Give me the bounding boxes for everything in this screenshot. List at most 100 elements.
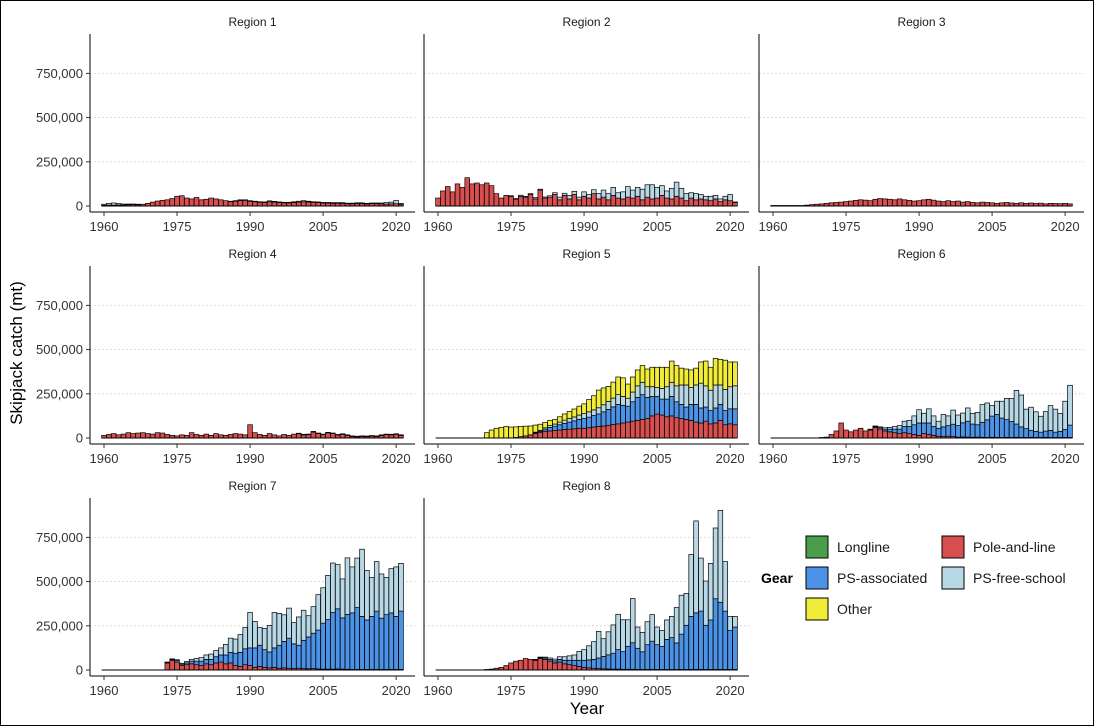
- x-tick-label: 1990: [570, 219, 599, 234]
- bar-other-2009: [673, 365, 680, 387]
- bar-ps-free-school-1998: [620, 619, 626, 652]
- bar-ps-associated-2006: [659, 398, 665, 416]
- bar-pole-and-line-1998: [620, 198, 626, 207]
- bar-ps-associated-2015: [1038, 431, 1044, 438]
- bar-pole-and-line-1967: [469, 183, 475, 207]
- bar-ps-free-school-2000: [965, 407, 971, 422]
- bar-pole-and-line-1971: [154, 200, 161, 207]
- bar-ps-associated-2008: [669, 396, 675, 417]
- bar-pole-and-line-1980: [532, 198, 539, 207]
- bar-pole-and-line-1986: [896, 433, 903, 439]
- bar-pole-and-line-2020: [727, 423, 733, 439]
- x-tick-label: 1960: [90, 451, 119, 466]
- bar-ps-free-school-2020: [727, 194, 733, 202]
- bar-pole-and-line-2001: [300, 201, 307, 207]
- bar-pole-and-line-1988: [237, 433, 244, 439]
- bar-ps-free-school-1992: [257, 201, 263, 203]
- bar-ps-free-school-2003: [644, 621, 651, 646]
- bar-ps-free-school-2020: [393, 200, 399, 205]
- bar-pole-and-line-2002: [639, 199, 646, 207]
- bar-pole-and-line-1990: [247, 424, 253, 439]
- bar-other-1994: [600, 387, 607, 406]
- bar-pole-and-line-1983: [547, 196, 553, 207]
- bar-ps-free-school-2002: [305, 615, 312, 638]
- bar-other-2004: [649, 366, 655, 388]
- bar-ps-free-school-1991: [252, 621, 258, 649]
- x-tick-label: 1990: [570, 451, 599, 466]
- bar-ps-free-school-2004: [649, 184, 655, 200]
- panel-2: Region 2 1960 1975 1990 2005 2020: [423, 15, 749, 234]
- panel-7: Region 7 0 250,000 500,000 750,000 1960 1975 19…: [36, 479, 415, 698]
- bar-pole-and-line-1988: [571, 665, 578, 671]
- bar-pole-and-line-1992: [257, 434, 263, 439]
- bar-other-1977: [518, 425, 524, 437]
- bar-pole-and-line-2012: [688, 197, 694, 207]
- bar-pole-and-line-2013: [693, 199, 699, 207]
- bar-ps-free-school-2000: [630, 391, 636, 403]
- bar-pole-and-line-1986: [896, 198, 903, 207]
- bar-pole-and-line-1992: [591, 426, 597, 439]
- bar-ps-associated-2020: [727, 630, 733, 670]
- bar-ps-free-school-1994: [600, 404, 607, 413]
- y-tick-label: 0: [76, 663, 83, 678]
- bar-pole-and-line-1993: [595, 198, 602, 207]
- bar-pole-and-line-1965: [125, 432, 132, 439]
- bar-ps-free-school-2007: [330, 202, 336, 204]
- bar-pole-and-line-1995: [605, 424, 612, 439]
- bar-pole-and-line-1989: [242, 434, 248, 439]
- legend-label-longline: Longline: [837, 539, 890, 555]
- bar-ps-free-school-1988: [237, 199, 244, 201]
- bar-ps-free-school-2006: [659, 185, 665, 196]
- bar-ps-free-school-2015: [703, 580, 709, 626]
- bar-ps-free-school-1998: [955, 414, 961, 426]
- bar-ps-associated-1984: [887, 428, 893, 433]
- bar-pole-and-line-1967: [135, 432, 141, 439]
- bar-pole-and-line-1972: [828, 202, 835, 207]
- bar-pole-and-line-1970: [149, 201, 156, 207]
- bar-pole-and-line-1996: [610, 424, 616, 439]
- bar-ps-associated-2017: [712, 407, 719, 424]
- bar-ps-free-school-2016: [1042, 411, 1049, 432]
- bar-ps-free-school-2005: [320, 587, 326, 624]
- bar-other-2012: [688, 369, 694, 388]
- bar-ps-free-school-2006: [325, 575, 331, 620]
- bar-pole-and-line-1988: [237, 666, 244, 671]
- bar-ps-free-school-2018: [717, 384, 724, 405]
- x-tick-label: 2020: [382, 219, 411, 234]
- x-tick-label: 1960: [759, 219, 788, 234]
- bar-ps-associated-2008: [1004, 419, 1010, 438]
- x-tick-label: 1960: [90, 219, 119, 234]
- bar-ps-free-school-1999: [291, 622, 297, 645]
- bar-pole-and-line-1988: [906, 433, 913, 439]
- bar-pole-and-line-1987: [232, 665, 239, 671]
- bar-ps-free-school-2009: [1008, 398, 1015, 422]
- bar-pole-and-line-2010: [678, 197, 685, 207]
- y-tick-label: 500,000: [36, 110, 83, 125]
- panel-title: Region 8: [562, 479, 610, 493]
- bar-ps-free-school-1978: [188, 659, 195, 662]
- bar-ps-free-school-2015: [703, 385, 709, 408]
- bar-ps-free-school-2000: [296, 432, 302, 435]
- bar-pole-and-line-2002: [974, 202, 981, 207]
- y-tick-label: 750,000: [36, 66, 83, 81]
- bar-ps-free-school-2017: [712, 527, 719, 600]
- bar-ps-associated-2000: [296, 644, 302, 669]
- bar-ps-associated-1990: [916, 422, 922, 436]
- bar-ps-free-school-1996: [276, 201, 282, 203]
- bar-ps-associated-2015: [703, 624, 709, 670]
- bar-pole-and-line-1962: [445, 186, 451, 207]
- bar-ps-associated-2018: [1052, 431, 1059, 438]
- bar-pole-and-line-2017: [712, 198, 719, 207]
- bar-pole-and-line-2008: [669, 198, 675, 207]
- bar-ps-associated-2002: [305, 636, 312, 670]
- bar-pole-and-line-1983: [547, 430, 553, 439]
- bar-ps-free-school-1979: [193, 658, 200, 662]
- bar-ps-free-school-2018: [383, 433, 390, 436]
- bar-pole-and-line-1977: [518, 659, 524, 671]
- bar-pole-and-line-1985: [892, 199, 898, 207]
- panel-1: Region 1 0 250,000 500,000 750,000 1960 1975 19…: [36, 15, 415, 234]
- bar-ps-free-school-2018: [717, 198, 724, 202]
- bar-ps-free-school-2011: [683, 193, 690, 202]
- x-tick-label: 2005: [309, 451, 338, 466]
- bar-ps-free-school-1990: [581, 191, 587, 197]
